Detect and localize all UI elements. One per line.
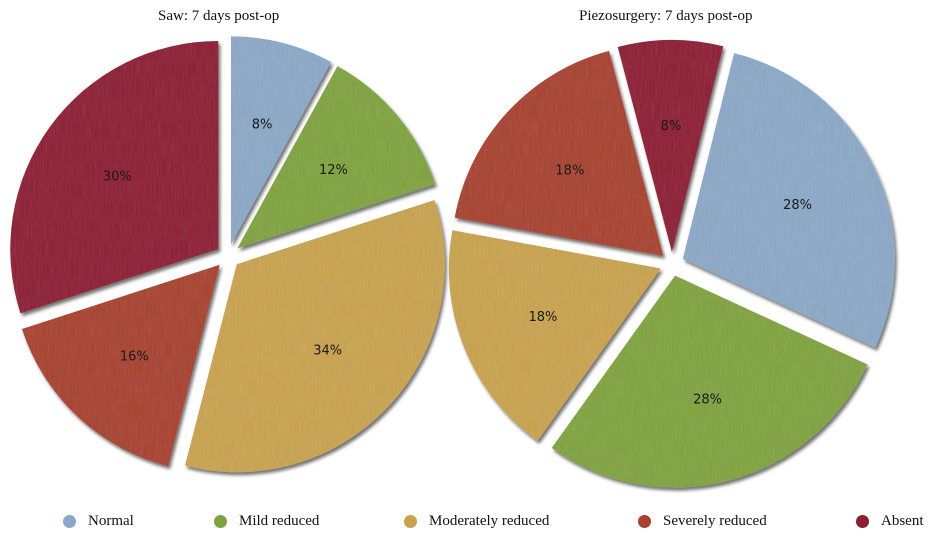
saw-label-moderately-reduced: 34% <box>313 344 342 359</box>
legend-item-absent: Absent <box>856 513 924 530</box>
pie-piezosurgery: 28% 28% 18% 18% 8% <box>448 40 895 488</box>
pie-charts: 8% 12% 34% 16% 30% 28% 28% 18% 18% 8% <box>10 36 895 488</box>
saw-slice-texture-severely-reduced <box>21 264 220 467</box>
saw-slice-texture-moderately-reduced <box>185 199 445 473</box>
legend-label-severely-reduced: Severely reduced <box>663 513 767 529</box>
legend-swatch-severely-reduced <box>638 515 651 528</box>
piezosurgery-slice-texture-moderately-reduced <box>448 230 661 441</box>
legend-label-normal: Normal <box>88 513 134 529</box>
saw-label-absent: 30% <box>103 170 132 185</box>
legend-swatch-moderately-reduced <box>404 515 417 528</box>
piezosurgery-slice-texture-mild-reduced <box>551 275 868 488</box>
chart-title-piezosurgery: Piezosurgery: 7 days post-op <box>579 8 753 24</box>
piezosurgery-label-mild-reduced: 28% <box>693 393 722 408</box>
legend-label-moderately-reduced: Moderately reduced <box>429 513 550 529</box>
legend-item-moderately-reduced: Moderately reduced <box>404 513 549 530</box>
legend-swatch-mild-reduced <box>214 515 227 528</box>
legend-item-normal: Normal <box>63 513 134 530</box>
legend-item-mild-reduced: Mild reduced <box>214 513 319 530</box>
piezosurgery-slice-texture-normal <box>682 53 895 348</box>
pie-saw: 8% 12% 34% 16% 30% <box>10 36 445 473</box>
saw-slice-texture-mild-reduced <box>237 66 436 249</box>
piezosurgery-slice-texture-absent <box>617 40 724 253</box>
saw-slice-texture-absent <box>10 40 219 314</box>
legend-swatch-normal <box>63 515 76 528</box>
piezosurgery-label-moderately-reduced: 18% <box>528 310 557 325</box>
saw-label-normal: 8% <box>252 117 273 132</box>
legend-item-severely-reduced: Severely reduced <box>638 513 767 530</box>
piezosurgery-label-severely-reduced: 18% <box>555 163 584 178</box>
legend-label-mild-reduced: Mild reduced <box>239 513 320 529</box>
saw-label-mild-reduced: 12% <box>319 163 348 178</box>
saw-label-severely-reduced: 16% <box>120 350 149 365</box>
legend: Normal Mild reduced Moderately reduced Seve… <box>0 513 933 537</box>
piezosurgery-slice-texture-severely-reduced <box>454 50 664 256</box>
legend-swatch-absent <box>856 515 869 528</box>
chart-title-saw: Saw: 7 days post-op <box>158 8 280 24</box>
piezosurgery-label-normal: 28% <box>783 198 812 213</box>
saw-slice-texture-normal <box>230 36 332 245</box>
legend-label-absent: Absent <box>881 513 924 529</box>
piezosurgery-label-absent: 8% <box>661 119 682 134</box>
